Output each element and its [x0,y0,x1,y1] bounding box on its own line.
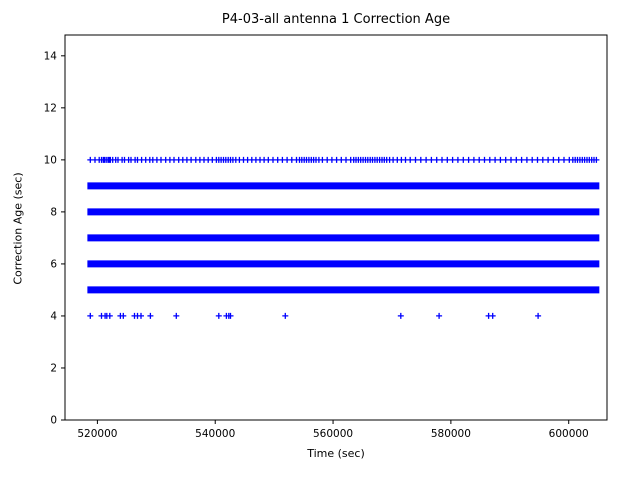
series-correction-age-4 [87,312,542,319]
x-tick-label: 540000 [195,428,235,440]
y-tick-label: 0 [50,415,57,427]
x-tick-label: 520000 [77,428,117,440]
x-tick-label: 580000 [431,428,471,440]
y-tick-label: 8 [50,206,57,218]
chart-title: P4-03-all antenna 1 Correction Age [221,12,451,27]
x-tick-label: 600000 [549,428,589,440]
y-tick-label: 6 [50,258,57,270]
plot-border [64,34,608,421]
y-tick-label: 2 [50,362,57,374]
x-axis-label: Time (sec) [307,447,365,460]
y-tick-label: 12 [44,102,57,114]
y-tick-label: 14 [44,50,58,62]
series-correction-age-10 [87,156,600,163]
y-tick-label: 4 [50,310,57,322]
y-axis-label: Correction Age (sec) [11,172,25,285]
x-tick-label: 560000 [313,428,353,440]
y-tick-label: 10 [44,154,57,166]
